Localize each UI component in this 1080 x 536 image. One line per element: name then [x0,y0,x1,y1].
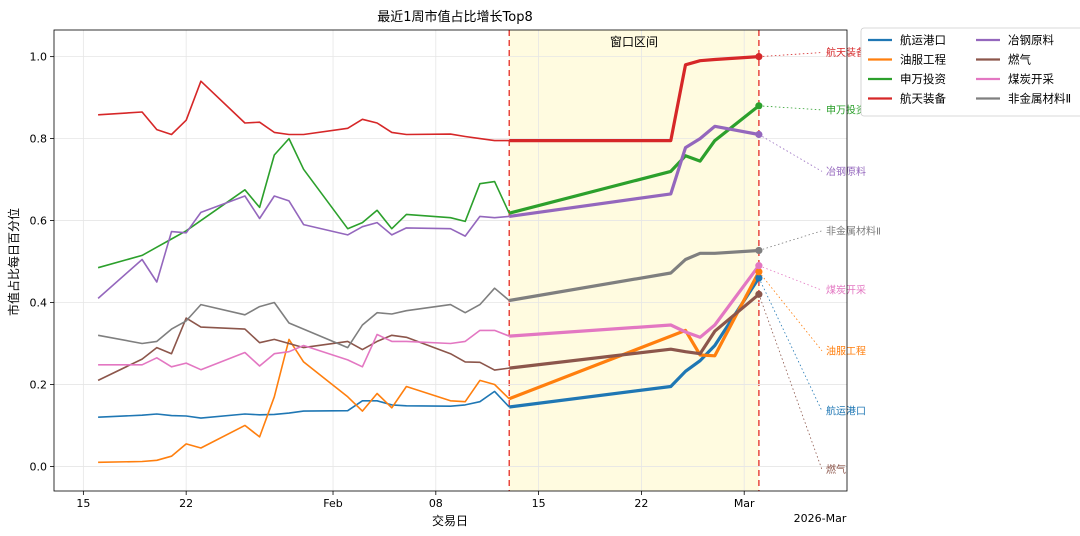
end-label-3: 航天装备 [826,46,866,59]
legend-label-1: 油服工程 [900,53,946,67]
grid [54,30,847,491]
legend-label-2: 申万投资 [900,72,946,86]
series-line-window-4 [508,124,760,218]
y-tick-label-0: 0.0 [30,460,48,473]
x-axis-offset-label: 2026-Mar [794,512,847,525]
window-band [509,30,759,491]
series-line-pre-6 [98,329,510,371]
x-axis-title: 交易日 [432,513,468,528]
end-label-leader-3 [758,52,823,58]
y-tick-label-1: 0.2 [30,378,48,391]
x-tick-label-0: 15 [76,497,90,510]
axes [53,29,848,492]
series-lines [97,55,761,464]
legend-label-0: 航运港口 [900,33,946,47]
x-tick-label-5: 22 [634,497,648,510]
end-label-leader-0 [758,277,823,412]
legend-box [860,27,1080,117]
end-label-leader-7 [758,230,823,251]
end-label-1: 油服工程 [826,344,866,357]
chart-title: 最近1周市值占比增长Top8 [377,9,532,25]
x-tick-label-6: Mar [734,497,755,510]
legend-label-6: 煤炭开采 [1008,72,1054,86]
series-line-window-2 [508,104,760,215]
y-tick-label-3: 0.6 [30,215,48,228]
end-label-2: 申万投资 [826,103,866,116]
x-tick-label-2: Feb [323,497,342,510]
series-line-pre-0 [98,390,510,419]
series-line-pre-7 [97,287,510,349]
end-label-leader-1 [758,271,823,352]
window-label: 窗口区间 [610,35,658,49]
legend-label-7: 非金属材料Ⅱ [1008,92,1071,106]
window-region [508,30,760,491]
x-tick-label-1: 22 [179,497,193,510]
legend-label-5: 燃气 [1008,53,1031,67]
series-line-window-5 [509,293,760,370]
end-label-4: 冶钢原料 [826,165,866,178]
end-label-leader-6 [758,265,823,291]
end-label-leader-5 [758,294,823,470]
x-tick-label-4: 15 [532,497,546,510]
plot-frame [53,29,848,492]
series-line-pre-2 [97,137,510,269]
series-line-window-7 [508,248,760,303]
series-line-window-1 [508,271,761,401]
legend-label-3: 航天装备 [900,92,946,106]
end-label-5: 燃气 [826,463,846,476]
legend-label-4: 冶钢原料 [1008,33,1054,47]
ticks: 0.0 0.2 0.4 0.6 0.8 1.0 15 22 Feb 08 15 22 Mar [30,51,756,510]
series-line-pre-1 [98,338,510,464]
series-end-marker-3 [755,53,763,61]
series-line-pre-5 [97,317,510,382]
series-end-marker-4 [755,130,763,139]
end-label-7: 非金属材料Ⅱ [826,224,881,237]
end-label-leader-2 [758,105,823,111]
y-tick-label-5: 1.0 [30,51,48,64]
end-label-leaders [758,52,823,470]
series-line-window-6 [509,264,761,339]
series-line-pre-3 [98,80,510,142]
series-line-window-3 [509,55,760,143]
y-tick-label-4: 0.8 [30,133,48,146]
y-tick-label-2: 0.4 [30,297,48,310]
end-label-6: 煤炭开采 [826,284,866,297]
series-line-pre-4 [97,195,510,299]
series-line-window-0 [508,277,761,409]
x-tick-label-3: 08 [429,497,443,510]
y-axis-title: 市值占比每日百分位 [6,208,21,316]
end-label-leader-4 [758,134,823,172]
end-label-0: 航运港口 [826,405,866,418]
